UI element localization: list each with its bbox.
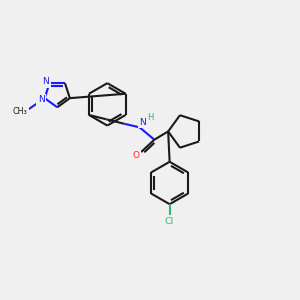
Text: N: N (43, 77, 49, 86)
Text: O: O (132, 151, 139, 160)
Text: Cl: Cl (165, 217, 174, 226)
Text: N: N (139, 118, 146, 127)
Text: H: H (148, 112, 154, 122)
Text: CH₃: CH₃ (13, 107, 28, 116)
Text: N: N (38, 95, 44, 104)
